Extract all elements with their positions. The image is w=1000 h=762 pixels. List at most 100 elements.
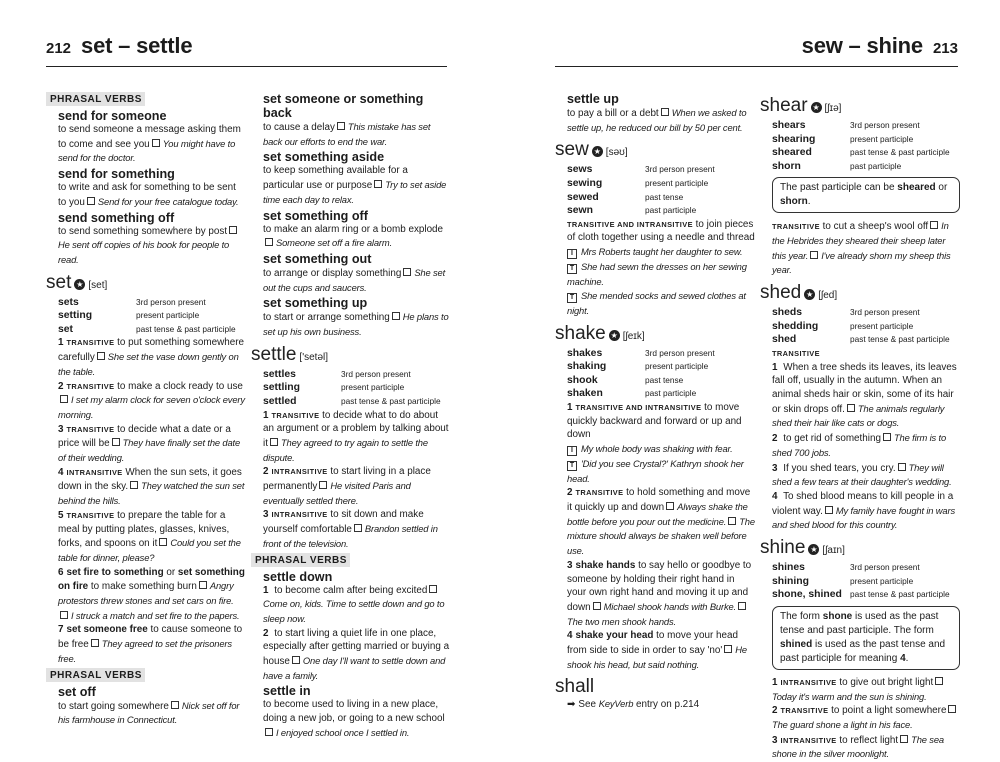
text: to move quickly backward and forward or …	[567, 402, 742, 441]
core-word-star-icon: ★	[591, 146, 603, 158]
example-marker-icon	[60, 395, 68, 404]
definition: to arrange or display something She set o…	[251, 266, 451, 295]
example-text: They have finally set the date of their …	[58, 437, 241, 464]
example-text: Someone set off a fire alarm.	[276, 237, 393, 249]
grammar-label: transitive	[780, 706, 829, 716]
example-marker-icon	[60, 610, 68, 619]
verb-form-label: 3rd person present	[341, 368, 411, 379]
pronunciation: [səʊ]	[605, 147, 628, 159]
verb-form-label: present participle	[850, 320, 914, 331]
text: to cause a delay	[263, 122, 335, 133]
definition: to keep something available for a partic…	[251, 164, 451, 207]
text: or	[340, 92, 360, 106]
sense-number: 2	[263, 627, 269, 639]
verb-form: sewn	[567, 205, 593, 217]
verb-form-label: present participle	[850, 575, 914, 586]
grammar-marker-icon: I	[567, 446, 577, 457]
example-text: I struck a match and set fire to the pap…	[71, 609, 240, 621]
verb-form-label: past tense	[645, 191, 684, 202]
definition: to write and ask for something to be sen…	[46, 181, 246, 209]
definition: to send someone a message asking them to…	[46, 123, 246, 166]
example-text: The firm is to shed 700 jobs.	[772, 432, 947, 458]
pronunciation: [ʃɪə]	[824, 103, 842, 114]
text: The past participle can be	[780, 182, 898, 194]
example-sentence: The mixture should always be shaken well…	[567, 516, 755, 557]
example-sentence: I've already shorn my sheep this year.	[772, 250, 951, 277]
example-marker-icon	[810, 250, 819, 259]
verb-form: shining	[772, 575, 809, 587]
verb-form: settled	[263, 395, 297, 407]
page-guide-words: sew – shine	[801, 33, 924, 58]
example-marker-icon	[824, 505, 833, 514]
text: to move your head from side to side in o…	[567, 630, 738, 657]
example-sentence: He plans to set up his own business.	[263, 311, 449, 338]
text: If you shed tears, you cry.	[780, 462, 896, 474]
definition: transitive and intransitive to join piec…	[555, 218, 755, 245]
grammar-label: intransitive	[271, 467, 328, 477]
example-sentence: When we asked to settle up, he reduced o…	[567, 107, 747, 134]
verb-form-label: present participle	[645, 178, 709, 188]
text: to become calm after being excited	[271, 584, 428, 596]
bold-text: set something out	[263, 251, 372, 266]
verb-form: sewing	[567, 178, 603, 189]
verb-form: sewed	[567, 191, 599, 203]
definition: 3 shake hands to say hello or goodbye to …	[555, 559, 755, 630]
example-text: They will shed a few tears at their daug…	[772, 461, 952, 488]
phrasal-verb-heading: settle down	[251, 570, 451, 584]
example-sentence: The sea shone in the silver moonlight.	[772, 734, 944, 761]
example-marker-icon	[198, 581, 207, 590]
text: To shed blood means to kill people in a …	[772, 491, 954, 517]
verb-form: shaking	[567, 361, 607, 373]
verb-form: shaken	[567, 388, 603, 400]
verb-form-label: past participle	[850, 160, 902, 171]
example-marker-icon	[130, 481, 139, 490]
verb-form: setting	[58, 310, 93, 322]
verb-form-label: past tense & past participle	[850, 334, 950, 345]
text: to make something burn	[88, 581, 197, 593]
example-marker-icon	[391, 312, 400, 321]
example-sentence: The two men shook hands.	[567, 601, 749, 628]
example-text: She set the vase down gently on the tabl…	[58, 351, 239, 377]
phrasal-verb-heading: set off	[46, 685, 246, 699]
definition: 3 intransitive to sit down and make yours…	[251, 508, 451, 551]
sense-number: 1	[58, 337, 64, 349]
sense-number: 7	[58, 624, 64, 636]
section-label: PHRASAL VERBS	[251, 552, 350, 567]
example-marker-icon	[374, 180, 383, 189]
example-marker-icon	[882, 433, 891, 442]
sense-number: 1	[567, 402, 573, 414]
text: to join pieces of cloth together using a…	[567, 218, 755, 244]
example-text: Nick set off for his farmhouse in Connec…	[58, 699, 240, 726]
definition: I Mrs Roberts taught her daughter to sew.	[555, 245, 755, 260]
text: is used as the past tense and past parti…	[780, 638, 946, 664]
text: to make an alarm ring or a bomb explode	[263, 223, 444, 235]
definition: See KeyVerb entry on p.214	[555, 697, 755, 712]
text: to give out bright light	[836, 676, 934, 688]
example-text: Brandon settled in front of the televisi…	[263, 523, 438, 549]
example-sentence: They will shed a few tears at their daug…	[772, 461, 952, 489]
pronunciation: [ʃeɪk]	[622, 330, 645, 342]
bold-text: send something off	[58, 210, 175, 225]
example-text: The guard shone a light in his face.	[772, 719, 913, 730]
verb-form-label: past tense & past participle	[850, 147, 950, 158]
example-marker-icon	[930, 221, 939, 230]
verb-form: shedding	[772, 320, 819, 332]
example-text: Come on, kids. Time to settle down and g…	[263, 598, 445, 624]
example-sentence: He shook his head, but said nothing.	[567, 644, 747, 671]
example-sentence: Today it's warm and the sun is shining.	[772, 676, 946, 703]
verb-form-label: past participle	[645, 205, 697, 216]
example-sentence: T She had sewn the dresses on her sewing …	[567, 261, 747, 288]
verb-form: sews	[567, 164, 593, 176]
example-marker-icon	[111, 438, 120, 447]
definition: to become used to living in a new place,…	[251, 698, 451, 740]
example-marker-icon	[151, 138, 160, 147]
example-marker-icon	[269, 437, 278, 446]
example-marker-icon	[96, 352, 105, 361]
verb-form-label: past tense & past participle	[136, 323, 236, 334]
example-sentence: Try to set aside time each day to relax.	[263, 179, 446, 206]
grammar-label: transitive	[66, 424, 115, 434]
definition: 6 set fire to something or set something …	[46, 566, 246, 624]
example-sentence: I My whole body was shaking with fear.	[567, 443, 733, 457]
text: See	[578, 699, 599, 711]
example-text: She mended socks and sewed clothes at ni…	[567, 290, 746, 316]
